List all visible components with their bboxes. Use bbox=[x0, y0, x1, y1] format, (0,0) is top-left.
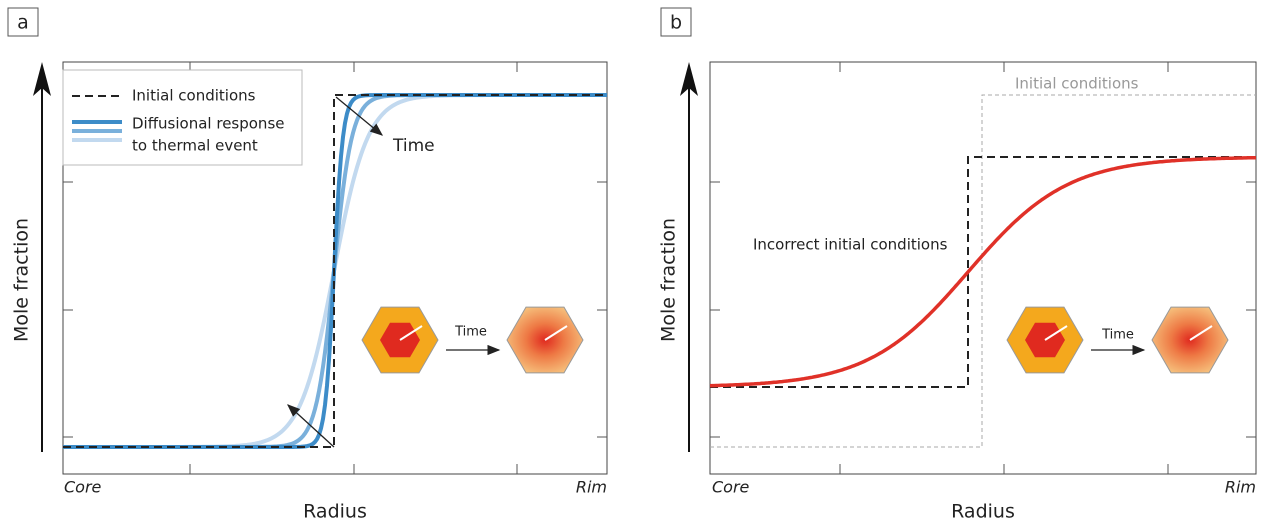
x-label: Radius bbox=[951, 501, 1015, 523]
annotation: Time bbox=[392, 136, 435, 156]
y-label: Mole fraction bbox=[11, 218, 33, 342]
ticks bbox=[710, 62, 1256, 474]
arrowhead bbox=[680, 62, 698, 96]
time-arrow bbox=[287, 404, 335, 448]
initial-step bbox=[710, 94, 1256, 448]
profile-line bbox=[1044, 325, 1068, 341]
inset-label: Time bbox=[454, 325, 487, 340]
inset-label: Time bbox=[1101, 328, 1134, 343]
x-end: Rim bbox=[576, 478, 607, 497]
incorrect-step bbox=[710, 156, 1256, 388]
profile-line bbox=[1189, 325, 1213, 341]
annotation: Initial conditions bbox=[1015, 75, 1139, 93]
curve bbox=[63, 93, 607, 449]
legend-label: to thermal event bbox=[132, 137, 258, 155]
x-end: Rim bbox=[1225, 478, 1256, 497]
panel-a: a Mole fraction Radius Core Rim Time Ini… bbox=[7, 7, 608, 523]
panel-label: a bbox=[17, 12, 29, 34]
profile-line bbox=[399, 325, 423, 341]
legend bbox=[62, 69, 303, 166]
legend-label: Initial conditions bbox=[132, 87, 256, 105]
time-arrow bbox=[335, 96, 384, 136]
plot-frame bbox=[709, 61, 1257, 475]
plot-frame bbox=[62, 61, 608, 475]
annotation: Incorrect initial conditions bbox=[753, 236, 948, 254]
curve bbox=[709, 155, 1257, 388]
panel-label-box bbox=[660, 7, 692, 37]
y-label: Mole fraction bbox=[658, 218, 680, 342]
x-start: Core bbox=[64, 478, 102, 497]
initial-step bbox=[63, 94, 607, 448]
arrowhead bbox=[33, 62, 51, 96]
x-label: Radius bbox=[303, 501, 367, 523]
panel-label-box bbox=[7, 7, 39, 37]
profile-line bbox=[544, 325, 568, 341]
panel-label: b bbox=[670, 12, 682, 34]
x-start: Core bbox=[712, 478, 750, 497]
inset bbox=[361, 306, 584, 374]
panel-b: b Mole fraction Radius Core Rim Initial … bbox=[658, 7, 1257, 523]
inset bbox=[1006, 306, 1229, 374]
legend-label: Diffusional response bbox=[132, 115, 284, 133]
